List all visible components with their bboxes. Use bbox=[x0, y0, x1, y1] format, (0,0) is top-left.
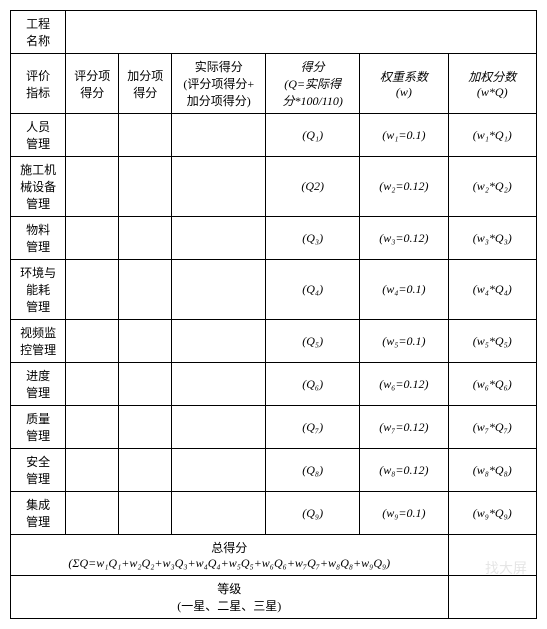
w-cell: (w₆=0.12) bbox=[360, 363, 448, 406]
empty-cell bbox=[172, 260, 266, 320]
row-name: 集成 管理 bbox=[11, 492, 66, 535]
total-score-label: 总得分 bbox=[13, 539, 446, 556]
w-cell: (w₃=0.12) bbox=[360, 217, 448, 260]
table-row: 质量 管理 (Q₇)(w₇=0.12)(w₇*Q₇) bbox=[11, 406, 537, 449]
grade-options: (一星、二星、三星) bbox=[13, 597, 446, 614]
score-header: 得分 (Q=实际得 分*100/110) bbox=[266, 54, 360, 114]
q-cell: (Q₃) bbox=[266, 217, 360, 260]
empty-cell bbox=[66, 449, 119, 492]
w-cell: (w₄=0.1) bbox=[360, 260, 448, 320]
q-cell: (Q₄) bbox=[266, 260, 360, 320]
empty-cell bbox=[66, 157, 119, 217]
wq-cell: (w₉*Q₉) bbox=[448, 492, 536, 535]
empty-cell bbox=[119, 320, 172, 363]
bonus-item-header: 加分项 得分 bbox=[119, 54, 172, 114]
project-name-row: 工程 名称 bbox=[11, 11, 537, 54]
row-name: 进度 管理 bbox=[11, 363, 66, 406]
empty-cell bbox=[119, 217, 172, 260]
wq-cell: (w₂*Q₂) bbox=[448, 157, 536, 217]
empty-cell bbox=[119, 157, 172, 217]
row-name: 视频监 控管理 bbox=[11, 320, 66, 363]
empty-cell bbox=[119, 492, 172, 535]
empty-cell bbox=[66, 492, 119, 535]
w-cell: (w₈=0.12) bbox=[360, 449, 448, 492]
table-row: 物料 管理 (Q₃)(w₃=0.12)(w₃*Q₃) bbox=[11, 217, 537, 260]
empty-cell bbox=[119, 406, 172, 449]
table-row: 视频监 控管理 (Q₅)(w₅=0.1)(w₅*Q₅) bbox=[11, 320, 537, 363]
q-cell: (Q₉) bbox=[266, 492, 360, 535]
project-name-label: 工程 名称 bbox=[11, 11, 66, 54]
table-row: 集成 管理 (Q₉)(w₉=0.1)(w₉*Q₉) bbox=[11, 492, 537, 535]
wq-cell: (w₃*Q₃) bbox=[448, 217, 536, 260]
grade-row: 等级 (一星、二星、三星) bbox=[11, 576, 537, 619]
header-row: 评价 指标 评分项 得分 加分项 得分 实际得分 (评分项得分+ 加分项得分) … bbox=[11, 54, 537, 114]
total-score-cell: 总得分 (ΣQ=w₁Q₁+w₂Q₂+w₃Q₃+w₄Q₄+w₅Q₅+w₆Q₆+w₇… bbox=[11, 535, 449, 576]
weight-header: 权重系数 (w) bbox=[360, 54, 448, 114]
q-cell: (Q₆) bbox=[266, 363, 360, 406]
q-cell: (Q₈) bbox=[266, 449, 360, 492]
empty-cell bbox=[172, 114, 266, 157]
empty-cell bbox=[172, 492, 266, 535]
w-cell: (w₅=0.1) bbox=[360, 320, 448, 363]
empty-cell bbox=[119, 363, 172, 406]
q-cell: (Q₇) bbox=[266, 406, 360, 449]
actual-score-header: 实际得分 (评分项得分+ 加分项得分) bbox=[172, 54, 266, 114]
empty-cell bbox=[66, 217, 119, 260]
w-cell: (w₇=0.12) bbox=[360, 406, 448, 449]
wq-cell: (w₇*Q₇) bbox=[448, 406, 536, 449]
row-name: 环境与 能耗 管理 bbox=[11, 260, 66, 320]
grade-value bbox=[448, 576, 536, 619]
w-cell: (w₉=0.1) bbox=[360, 492, 448, 535]
eval-index-header: 评价 指标 bbox=[11, 54, 66, 114]
row-name: 质量 管理 bbox=[11, 406, 66, 449]
wq-cell: (w₁*Q₁) bbox=[448, 114, 536, 157]
q-cell: (Q₅) bbox=[266, 320, 360, 363]
total-score-formula: (ΣQ=w₁Q₁+w₂Q₂+w₃Q₃+w₄Q₄+w₅Q₅+w₆Q₆+w₇Q₇+w… bbox=[13, 556, 446, 571]
empty-cell bbox=[119, 449, 172, 492]
w-cell: (w₁=0.1) bbox=[360, 114, 448, 157]
wq-cell: (w₈*Q₈) bbox=[448, 449, 536, 492]
w-cell: (w₂=0.12) bbox=[360, 157, 448, 217]
project-name-value bbox=[66, 11, 537, 54]
row-name: 施工机 械设备 管理 bbox=[11, 157, 66, 217]
grade-cell: 等级 (一星、二星、三星) bbox=[11, 576, 449, 619]
grade-label: 等级 bbox=[13, 580, 446, 597]
empty-cell bbox=[119, 260, 172, 320]
empty-cell bbox=[66, 406, 119, 449]
row-name: 人员 管理 bbox=[11, 114, 66, 157]
empty-cell bbox=[66, 363, 119, 406]
row-name: 物料 管理 bbox=[11, 217, 66, 260]
empty-cell bbox=[172, 363, 266, 406]
empty-cell bbox=[66, 320, 119, 363]
row-name: 安全 管理 bbox=[11, 449, 66, 492]
score-item-header: 评分项 得分 bbox=[66, 54, 119, 114]
empty-cell bbox=[172, 320, 266, 363]
evaluation-table: 工程 名称 评价 指标 评分项 得分 加分项 得分 实际得分 (评分项得分+ 加… bbox=[10, 10, 537, 619]
empty-cell bbox=[172, 217, 266, 260]
q-cell: (Q2) bbox=[266, 157, 360, 217]
table-row: 安全 管理 (Q₈)(w₈=0.12)(w₈*Q₈) bbox=[11, 449, 537, 492]
empty-cell bbox=[66, 114, 119, 157]
weighted-header: 加权分数 (w*Q) bbox=[448, 54, 536, 114]
empty-cell bbox=[172, 406, 266, 449]
q-cell: (Q₁) bbox=[266, 114, 360, 157]
table-row: 进度 管理 (Q₆)(w₆=0.12)(w₆*Q₆) bbox=[11, 363, 537, 406]
wq-cell: (w₆*Q₆) bbox=[448, 363, 536, 406]
watermark: 找大屏 bbox=[485, 558, 527, 578]
table-row: 施工机 械设备 管理 (Q2)(w₂=0.12)(w₂*Q₂) bbox=[11, 157, 537, 217]
empty-cell bbox=[172, 449, 266, 492]
empty-cell bbox=[119, 114, 172, 157]
total-score-row: 总得分 (ΣQ=w₁Q₁+w₂Q₂+w₃Q₃+w₄Q₄+w₅Q₅+w₆Q₆+w₇… bbox=[11, 535, 537, 576]
wq-cell: (w₅*Q₅) bbox=[448, 320, 536, 363]
table-row: 环境与 能耗 管理 (Q₄)(w₄=0.1)(w₄*Q₄) bbox=[11, 260, 537, 320]
wq-cell: (w₄*Q₄) bbox=[448, 260, 536, 320]
empty-cell bbox=[172, 157, 266, 217]
empty-cell bbox=[66, 260, 119, 320]
table-row: 人员 管理 (Q₁)(w₁=0.1)(w₁*Q₁) bbox=[11, 114, 537, 157]
